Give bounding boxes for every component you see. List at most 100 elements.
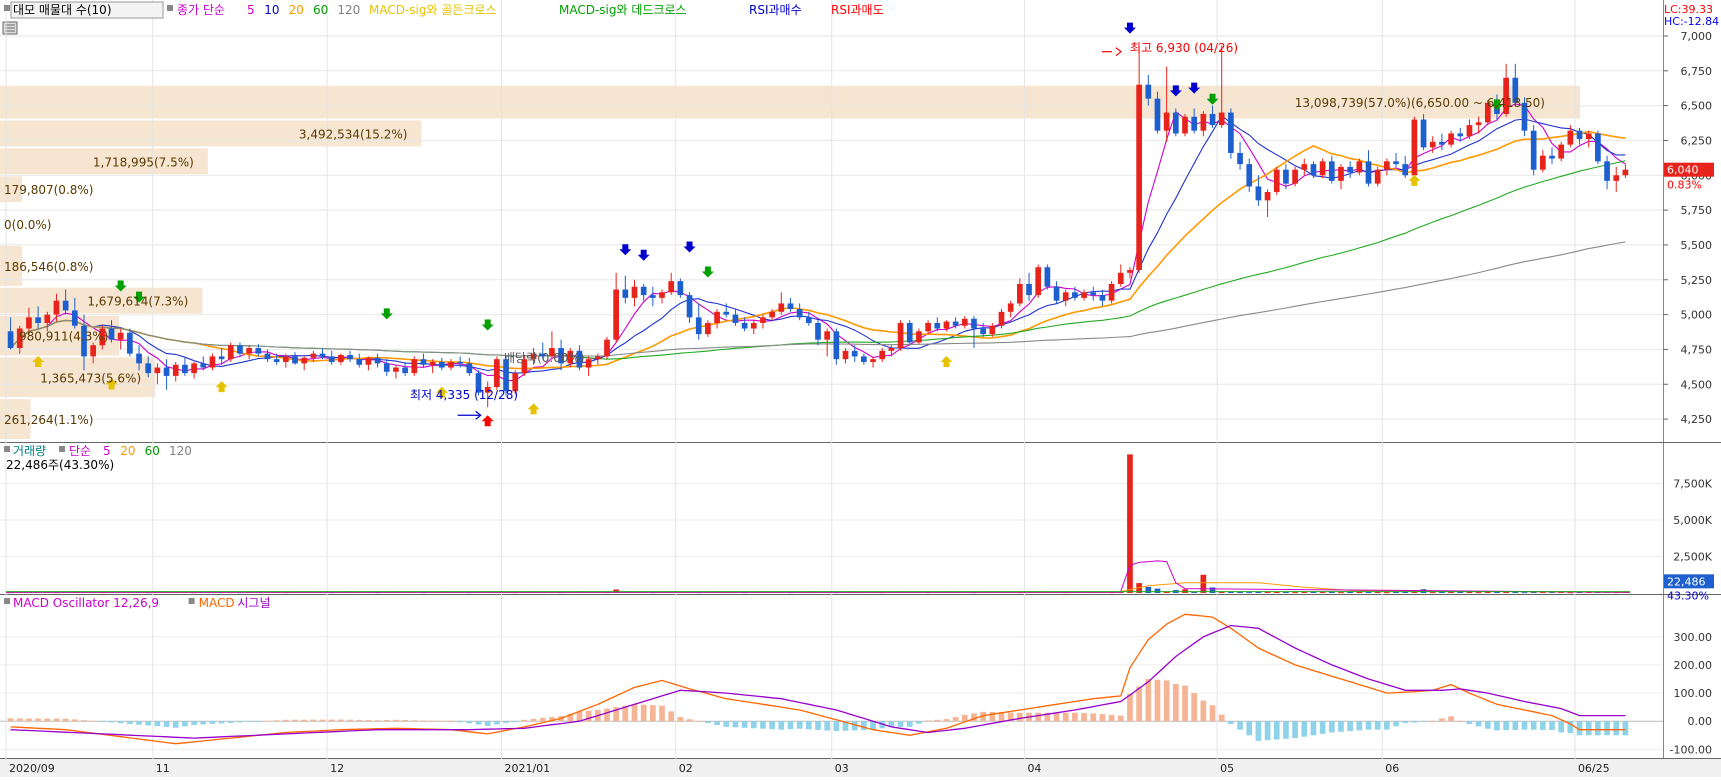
current-price: 6,040 <box>1667 164 1699 177</box>
candle-body <box>1448 133 1454 145</box>
macd-oscillator-bar <box>53 718 60 722</box>
macd-oscillator-bar <box>338 719 344 722</box>
volume-bar <box>1393 591 1399 593</box>
volume-profile <box>0 85 1580 439</box>
volume-bar <box>1328 591 1335 593</box>
candle-body <box>1237 152 1243 165</box>
candle-body <box>1384 161 1390 170</box>
legend-bullet <box>4 446 10 452</box>
macd-oscillator-bar <box>604 708 610 722</box>
candle-body <box>567 350 574 364</box>
macd-oscillator-bar <box>255 721 262 723</box>
signal-arrow-up <box>527 403 540 415</box>
macd-oscillator-bar <box>99 721 106 723</box>
volume-bar <box>1209 587 1216 593</box>
x-tick-label: 11 <box>156 762 170 775</box>
candle-body <box>127 332 133 354</box>
signal-arrow-down <box>1490 99 1503 111</box>
profile-band <box>0 287 203 314</box>
candle-body <box>805 317 812 323</box>
macd-oscillator-bar <box>1044 712 1051 722</box>
candle-body <box>145 363 152 374</box>
legend-item: 5 <box>247 3 255 17</box>
macd-oscillator-bar <box>393 719 399 722</box>
candle-body <box>1475 122 1482 126</box>
x-tick-label: 02 <box>679 762 693 775</box>
macd-oscillator-bar <box>1319 721 1326 734</box>
macd-oscillator-bar <box>1145 679 1152 722</box>
macd-oscillator-bar <box>1521 721 1528 730</box>
candle-body <box>1595 133 1601 162</box>
volume-tick-label: 7,500K <box>1673 478 1712 491</box>
candle-body <box>1338 166 1344 181</box>
profile-label: 261,264(1.1%) <box>4 413 93 427</box>
profile-label: 1,365,473(5.6%) <box>40 371 141 385</box>
macd-oscillator-bar <box>1062 712 1069 722</box>
candle-body <box>576 350 583 368</box>
candle-body <box>1081 292 1087 298</box>
volume-bar <box>1365 591 1372 593</box>
volume-current-value: 22,486 <box>1667 575 1706 588</box>
ma-line-10 <box>10 115 1626 374</box>
legend-item: 10 <box>264 3 279 17</box>
profile-band <box>0 120 422 147</box>
candle-body <box>604 339 610 357</box>
volume-tick-label: 5,000K <box>1673 514 1712 527</box>
macd-oscillator-bar <box>622 705 629 722</box>
macd-oscillator-bar <box>411 720 418 722</box>
macd-oscillator-bar <box>466 721 473 724</box>
macd-oscillator-bar <box>1191 693 1198 722</box>
macd-oscillator-bar <box>925 720 931 722</box>
macd-oscillator-bar <box>1255 721 1262 741</box>
hc-label: HC:-12.84 <box>1664 15 1719 28</box>
candle-body <box>971 318 977 329</box>
volume-bar <box>1484 591 1491 593</box>
price-tick-label: 7,000 <box>1681 30 1713 43</box>
candle-body <box>1145 84 1152 99</box>
signal-arrow-up <box>481 415 494 427</box>
candle-body <box>640 286 647 296</box>
candle-body <box>484 387 491 393</box>
candle-body <box>686 295 693 318</box>
macd-oscillator-bar <box>448 721 454 723</box>
dividend-annotation: 배당락(0.00%) <box>504 351 585 365</box>
macd-oscillator-bar <box>1099 714 1106 722</box>
candle-body <box>796 309 803 318</box>
macd-oscillator-bar <box>182 721 188 727</box>
macd-oscillator-bar <box>650 705 656 722</box>
macd-oscillator-bar <box>209 721 216 724</box>
macd-oscillator-bar <box>282 719 289 722</box>
candle-body <box>1264 191 1271 201</box>
candle-body <box>1402 164 1409 176</box>
high-annotation: 최고 6,930 (04/26) <box>1130 41 1238 55</box>
macd-oscillator-bar <box>136 721 142 725</box>
candle-body <box>273 359 280 362</box>
candle-body <box>705 322 711 335</box>
volume-bar <box>1292 592 1298 594</box>
candle-body <box>925 322 931 332</box>
candle-body <box>255 348 262 354</box>
legend-item: MACD-sig와 데드크로스 <box>559 3 687 17</box>
candle-body <box>99 328 106 346</box>
macd-tick-label: -100.00 <box>1670 743 1712 756</box>
candle-body <box>714 311 720 323</box>
signal-arrow-down <box>1206 93 1219 105</box>
macd-oscillator-bar <box>998 712 1005 722</box>
signal-arrow-down <box>133 291 146 303</box>
candle-body <box>1604 161 1610 181</box>
candle-body <box>182 364 188 374</box>
macd-oscillator-bar <box>1576 721 1583 736</box>
candle-body <box>383 363 390 372</box>
macd-oscillator-bar <box>769 721 775 730</box>
legend-bullet <box>188 598 195 604</box>
macd-oscillator-bar <box>1218 714 1225 722</box>
candle-body <box>374 357 381 364</box>
candle-body <box>1273 169 1280 192</box>
volume-bar <box>1521 592 1528 594</box>
signal-arrow-down <box>683 241 696 253</box>
candle-body <box>1328 161 1335 181</box>
candle-body <box>282 356 289 362</box>
candle-body <box>246 348 252 354</box>
macd-oscillator-bar <box>1264 721 1271 741</box>
price-tick-label: 5,250 <box>1681 274 1713 287</box>
